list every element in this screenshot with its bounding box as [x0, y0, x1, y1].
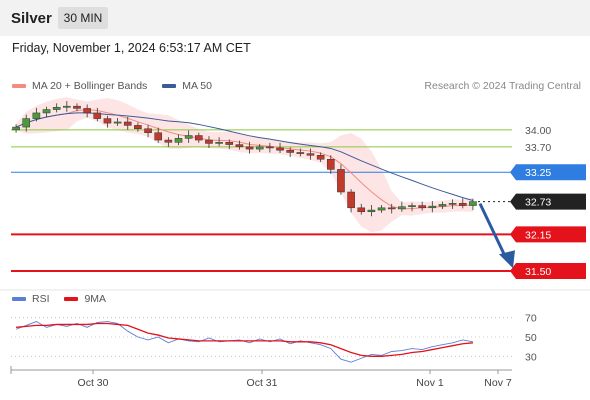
x-tick-label-1: Oct 31 — [247, 377, 278, 389]
rsi-legend: RSI 9MA — [12, 293, 118, 305]
candle-body — [469, 201, 477, 206]
timeframe-button[interactable]: 30 MIN — [58, 7, 108, 29]
candle-body — [245, 146, 254, 150]
candle-body — [408, 205, 416, 207]
candle-body — [448, 203, 457, 205]
candle-body — [154, 132, 163, 141]
price-legend: MA 20 + Bollinger Bands MA 50 — [12, 80, 224, 92]
forecast-arrow-head — [499, 250, 515, 269]
candle-body — [438, 204, 447, 207]
candle-body — [32, 112, 41, 119]
rsi-series-0 — [15, 321, 474, 363]
level-label-5: 31.50 — [525, 266, 551, 278]
legend-item-ma20: MA 20 + Bollinger Bands — [12, 80, 147, 92]
candle-body — [205, 139, 213, 144]
candle-body — [12, 126, 20, 131]
candle-body — [174, 138, 183, 143]
candle-body — [418, 205, 426, 209]
ma50-line — [15, 112, 474, 201]
rsi-tick-label-30: 30 — [525, 351, 537, 363]
candle-body — [144, 128, 152, 133]
level-tag-3 — [510, 193, 586, 210]
legend-item-9ma: 9MA — [64, 293, 106, 305]
candle-body — [266, 146, 274, 149]
candle-body — [225, 142, 234, 145]
bollinger-band — [16, 97, 473, 233]
x-tick-label-3: Nov 7 — [484, 377, 512, 389]
legend-item-ma50: MA 50 — [162, 80, 212, 92]
candle-body — [164, 139, 173, 143]
candle-body — [83, 108, 91, 114]
legend-label-rsi: RSI — [32, 293, 50, 305]
candle-body — [215, 142, 223, 144]
legend-label-ma50: MA 50 — [182, 80, 212, 92]
rsi-series-1 — [16, 322, 473, 357]
candle-body — [286, 149, 294, 153]
candles — [12, 101, 477, 217]
attribution: Research © 2024 Trading Central — [424, 80, 581, 92]
level-tag-5 — [510, 263, 586, 280]
candle-body — [337, 169, 345, 193]
candle-body — [276, 147, 284, 151]
candle-body — [195, 135, 203, 141]
candle-body — [255, 146, 264, 150]
candle-body — [357, 207, 366, 213]
candle-body — [113, 121, 122, 124]
ma20-line — [15, 109, 473, 210]
date-line: Friday, November 1, 2024 6:53:17 AM CET — [12, 41, 251, 55]
candle-body — [347, 191, 355, 209]
legend-label-9ma: 9MA — [84, 293, 107, 305]
candle-body — [387, 207, 396, 210]
candle-body — [316, 155, 325, 160]
chart-header: Silver 30 MIN — [0, 0, 590, 36]
candle-body — [326, 158, 335, 170]
candle-body — [428, 205, 437, 209]
candle-body — [184, 135, 193, 139]
candle-body — [235, 144, 244, 148]
candle-body — [22, 118, 31, 128]
level-label-2: 33.25 — [525, 167, 551, 179]
forecast-arrow-shaft — [478, 202, 509, 261]
legend-item-rsi: RSI — [12, 293, 50, 305]
instrument-title: Silver — [11, 10, 52, 27]
candle-body — [458, 203, 467, 206]
candle-body — [296, 152, 305, 154]
level-label-1: 33.70 — [525, 142, 551, 154]
candle-body — [306, 153, 315, 156]
x-tick-label-2: Nov 1 — [416, 377, 444, 389]
legend-swatch-ma20 — [12, 84, 26, 89]
legend-swatch-9ma — [64, 297, 79, 302]
candle-body — [52, 107, 61, 110]
candle-body — [63, 105, 71, 108]
level-tag-4 — [510, 226, 586, 243]
level-label-3: 32.73 — [525, 197, 551, 209]
rsi-tick-label-50: 50 — [525, 332, 537, 344]
candle-body — [103, 118, 112, 124]
legend-label-ma20: MA 20 + Bollinger Bands — [32, 80, 148, 92]
candle-body — [42, 109, 51, 114]
candle-body — [93, 112, 102, 119]
legend-swatch-rsi — [12, 297, 26, 302]
candle-body — [367, 209, 376, 213]
legend-swatch-ma50 — [162, 84, 177, 89]
level-tag-2 — [510, 164, 586, 181]
candle-body — [134, 125, 142, 130]
candle-body — [377, 207, 386, 211]
level-label-0: 34.00 — [525, 125, 551, 137]
candle-body — [123, 121, 132, 126]
rsi-tick-label-70: 70 — [525, 313, 537, 325]
candle-body — [398, 206, 406, 210]
x-tick-label-0: Oct 30 — [78, 377, 109, 389]
candle-body — [73, 105, 81, 109]
level-label-4: 32.15 — [525, 229, 551, 241]
